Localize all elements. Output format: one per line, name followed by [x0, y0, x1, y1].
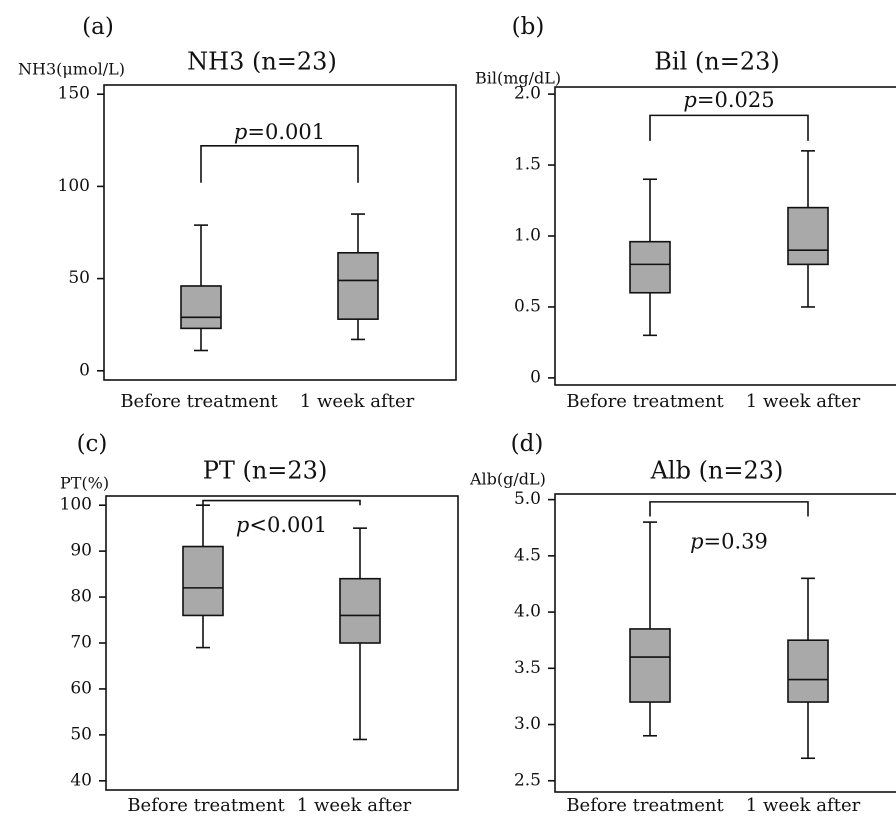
p-value-text: =0.39: [704, 529, 768, 553]
p-value-label: p=0.025: [683, 88, 774, 112]
panel-label: (a): [82, 14, 114, 40]
y-axis-label: PT(%): [60, 474, 109, 493]
x-category-label: Before treatment: [127, 795, 285, 816]
p-value-symbol: p: [690, 529, 703, 553]
y-tick-label: 60: [70, 678, 92, 698]
x-category-label: Before treatment: [566, 795, 724, 816]
significance-bracket: [649, 114, 809, 141]
y-tick-label: 2.5: [514, 770, 541, 790]
y-tick-label: 40: [70, 770, 92, 790]
significance-bracket: [200, 145, 359, 183]
y-tick-label: 0: [530, 367, 541, 387]
y-tick-label: 3.0: [514, 714, 541, 734]
y-tick-label: 0: [79, 360, 90, 380]
p-value-symbol: p: [236, 512, 249, 536]
y-tick-label: 0.5: [514, 296, 541, 316]
chart-title: Bil (n=23): [654, 48, 779, 76]
y-tick-label: 100: [58, 176, 90, 196]
y-tick-label: 100: [60, 495, 92, 515]
chart-title: NH3 (n=23): [187, 48, 337, 76]
box-iqr: [787, 639, 829, 703]
y-tick-label: 1.5: [514, 155, 541, 175]
plot-frame: [105, 495, 459, 791]
plot-frame: [554, 493, 896, 793]
p-value-symbol: p: [683, 88, 696, 112]
p-value-symbol: p: [234, 119, 247, 143]
y-axis-label: Alb(g/dL): [469, 470, 546, 489]
y-tick-label: 4.0: [514, 602, 541, 622]
y-tick-label: 80: [70, 587, 92, 607]
p-value-text: =0.025: [697, 88, 775, 112]
y-tick-label: 150: [58, 84, 90, 104]
plot-frame: [554, 86, 896, 386]
p-value-label: p<0.001: [236, 512, 327, 536]
box-iqr: [182, 545, 224, 617]
y-tick-label: 50: [68, 268, 90, 288]
box-iqr: [337, 251, 379, 320]
box-iqr: [339, 577, 381, 644]
chart-title: PT (n=23): [203, 457, 328, 485]
y-tick-label: 2.0: [514, 84, 541, 104]
box-iqr: [787, 206, 829, 266]
x-category-label: Before treatment: [566, 391, 724, 412]
box-iqr: [629, 628, 671, 703]
box-iqr: [180, 285, 222, 330]
panel-label: (b): [512, 14, 545, 40]
y-tick-label: 50: [70, 724, 92, 744]
y-tick-label: 3.5: [514, 658, 541, 678]
panel-label: (c): [77, 431, 108, 457]
y-tick-label: 70: [70, 633, 92, 653]
y-tick-label: 5.0: [514, 489, 541, 509]
x-category-label: Before treatment: [120, 391, 278, 412]
p-value-label: p=0.001: [234, 119, 325, 143]
x-category-label: 1 week after: [746, 391, 861, 412]
x-category-label: 1 week after: [300, 391, 415, 412]
significance-bracket: [649, 501, 809, 517]
p-value-label: p=0.39: [690, 529, 768, 553]
y-tick-label: 1.0: [514, 226, 541, 246]
p-value-text: =0.001: [247, 119, 325, 143]
y-tick-label: 90: [70, 541, 92, 561]
box-iqr: [629, 240, 671, 294]
significance-bracket: [202, 499, 361, 506]
y-axis-label: Bil(mg/dL): [475, 69, 561, 88]
y-axis-label: NH3(μmol/L): [18, 60, 125, 79]
p-value-text: <0.001: [249, 512, 327, 536]
x-category-label: 1 week after: [746, 795, 861, 816]
y-tick-label: 4.5: [514, 545, 541, 565]
panel-label: (d): [511, 431, 544, 457]
chart-title: Alb (n=23): [650, 457, 784, 485]
x-category-label: 1 week after: [297, 795, 412, 816]
plot-frame: [103, 84, 457, 381]
